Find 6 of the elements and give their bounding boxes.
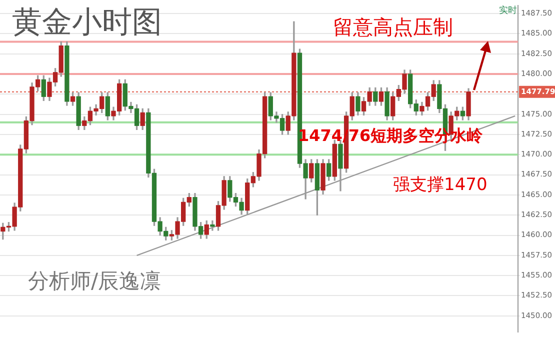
annotation: 实时 (499, 5, 517, 16)
annotation: 分析师/辰逸凛 (28, 269, 162, 293)
annotation: 强支撑1470 (393, 175, 488, 195)
annotation: 留意高点压制 (333, 15, 453, 39)
chart-title: 黄金小时图 (12, 5, 162, 40)
candlestick (210, 220, 215, 231)
